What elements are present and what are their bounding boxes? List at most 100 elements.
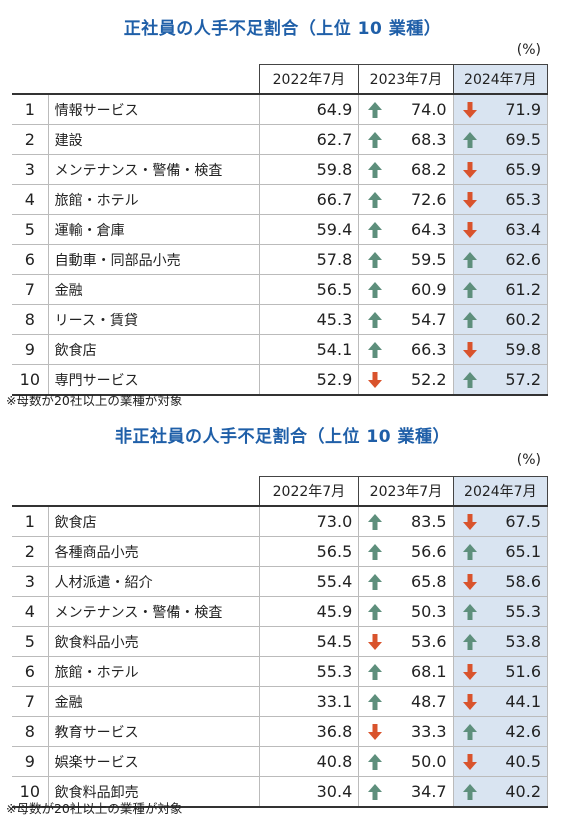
up-arrow-icon — [462, 633, 478, 651]
up-arrow-icon — [462, 543, 478, 561]
value-2023: 64.3 — [410, 220, 447, 239]
rank-cell: 5 — [12, 214, 49, 245]
rank-cell: 3 — [12, 566, 49, 597]
nonregular-unit-label: (%) — [516, 452, 541, 468]
value-2024-cell: 65.1 — [453, 536, 549, 567]
value-2023-cell: 74.0 — [358, 94, 454, 125]
down-arrow-icon — [462, 693, 478, 711]
value-2022-cell: 30.4 — [259, 776, 360, 808]
value-2023: 48.7 — [410, 692, 447, 711]
industry-name-cell: 旅館・ホテル — [48, 184, 260, 215]
value-2024: 40.2 — [505, 782, 541, 801]
up-arrow-icon — [367, 783, 383, 801]
up-arrow-icon — [367, 281, 383, 299]
industry-name-cell: 情報サービス — [48, 94, 260, 125]
value-2023-cell: 48.7 — [358, 686, 454, 717]
rank-cell: 6 — [12, 656, 49, 687]
industry-name-cell: 自動車・同部品小売 — [48, 244, 260, 275]
value-2023-cell: 54.7 — [358, 304, 454, 335]
value-2023: 52.2 — [410, 370, 447, 389]
value-2023-cell: 66.3 — [358, 334, 454, 365]
up-arrow-icon — [367, 131, 383, 149]
up-arrow-icon — [462, 251, 478, 269]
industry-name-cell: 建設 — [48, 124, 260, 155]
table-row: 2 各種商品小売 56.5 56.6 65.1 — [12, 536, 549, 567]
value-2024: 59.8 — [505, 340, 541, 359]
industry-name-cell: 娯楽サービス — [48, 746, 260, 777]
value-2022-cell: 66.7 — [259, 184, 360, 215]
nonregular-footnote: ※母数が20社以上の業種が対象 — [6, 801, 183, 816]
table-row: 4 旅館・ホテル 66.7 72.6 65.3 — [12, 184, 549, 215]
value-2024-cell: 42.6 — [453, 716, 549, 747]
rank-cell: 10 — [12, 776, 49, 808]
value-2023: 68.3 — [410, 130, 447, 149]
rank-cell: 10 — [12, 364, 49, 396]
down-arrow-icon — [462, 513, 478, 531]
value-2022-cell: 45.3 — [259, 304, 360, 335]
value-2023-cell: 68.1 — [358, 656, 454, 687]
value-2022-cell: 59.8 — [259, 154, 360, 185]
industry-name-cell: 専門サービス — [48, 364, 260, 396]
value-2024-cell: 59.8 — [453, 334, 549, 365]
value-2024: 42.6 — [505, 722, 541, 741]
up-arrow-icon — [367, 513, 383, 531]
value-2023: 60.9 — [410, 280, 447, 299]
industry-name-cell: 飲食料品小売 — [48, 626, 260, 657]
value-2024: 65.1 — [505, 542, 541, 561]
value-2022-cell: 52.9 — [259, 364, 360, 396]
value-2023-cell: 50.0 — [358, 746, 454, 777]
value-2023-cell: 64.3 — [358, 214, 454, 245]
rank-cell: 2 — [12, 536, 49, 567]
header-2022: 2022年7月 — [258, 476, 360, 507]
value-2023-cell: 33.3 — [358, 716, 454, 747]
table-row: 4 メンテナンス・警備・検査 45.9 50.3 55.3 — [12, 596, 549, 627]
up-arrow-icon — [462, 603, 478, 621]
value-2024: 65.9 — [505, 160, 541, 179]
value-2024-cell: 62.6 — [453, 244, 549, 275]
up-arrow-icon — [367, 101, 383, 119]
table-row: 9 飲食店 54.1 66.3 59.8 — [12, 334, 549, 365]
up-arrow-icon — [462, 783, 478, 801]
value-2023: 33.3 — [410, 722, 447, 741]
down-arrow-icon — [462, 753, 478, 771]
up-arrow-icon — [367, 573, 383, 591]
industry-name-cell: メンテナンス・警備・検査 — [48, 154, 260, 185]
value-2023: 59.5 — [410, 250, 447, 269]
value-2023: 65.8 — [410, 572, 447, 591]
value-2023-cell: 68.2 — [358, 154, 454, 185]
up-arrow-icon — [462, 723, 478, 741]
industry-name-cell: 飲食店 — [48, 506, 260, 537]
value-2022-cell: 33.1 — [259, 686, 360, 717]
value-2023-cell: 65.8 — [358, 566, 454, 597]
value-2023-cell: 59.5 — [358, 244, 454, 275]
industry-name-cell: 旅館・ホテル — [48, 656, 260, 687]
value-2024-cell: 53.8 — [453, 626, 549, 657]
value-2023-cell: 72.6 — [358, 184, 454, 215]
table-row: 8 教育サービス 36.8 33.3 42.6 — [12, 716, 549, 747]
value-2023-cell: 56.6 — [358, 536, 454, 567]
table-row: 7 金融 33.1 48.7 44.1 — [12, 686, 549, 717]
value-2024-cell: 67.5 — [453, 506, 549, 537]
industry-name-cell: 人材派遣・紹介 — [48, 566, 260, 597]
up-arrow-icon — [367, 603, 383, 621]
rank-cell: 7 — [12, 686, 49, 717]
up-arrow-icon — [367, 311, 383, 329]
down-arrow-icon — [367, 633, 383, 651]
value-2022-cell: 45.9 — [259, 596, 360, 627]
value-2023: 66.3 — [410, 340, 447, 359]
value-2023-cell: 34.7 — [358, 776, 454, 808]
rank-cell: 4 — [12, 184, 49, 215]
value-2024-cell: 44.1 — [453, 686, 549, 717]
table-row: 1 情報サービス 64.9 74.0 71.9 — [12, 94, 549, 125]
regular-table-title: 正社員の人手不足割合（上位 10 業種） — [123, 19, 442, 39]
value-2024: 69.5 — [505, 130, 541, 149]
value-2023: 56.6 — [410, 542, 447, 561]
value-2024: 40.5 — [505, 752, 541, 771]
value-2022-cell: 73.0 — [259, 506, 360, 537]
down-arrow-icon — [462, 101, 478, 119]
header-2022: 2022年7月 — [258, 64, 360, 95]
table-row: 10 専門サービス 52.9 52.2 57.2 — [12, 364, 549, 396]
table-row: 5 飲食料品小売 54.5 53.6 53.8 — [12, 626, 549, 657]
value-2024: 63.4 — [505, 220, 541, 239]
table-row: 3 人材派遣・紹介 55.4 65.8 58.6 — [12, 566, 549, 597]
